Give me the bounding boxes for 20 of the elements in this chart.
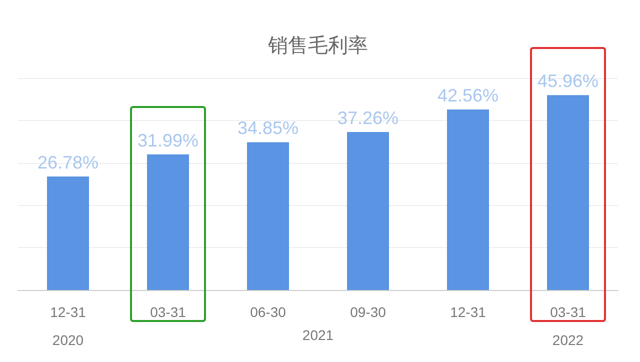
bar bbox=[547, 95, 589, 290]
x-tick-label: 03-31 2022 bbox=[550, 304, 586, 348]
x-tick-label: 12-31 2020 bbox=[50, 304, 86, 348]
data-label: 34.85% bbox=[237, 118, 299, 138]
data-label: 45.96% bbox=[537, 71, 599, 92]
x-tick-label: 06-30 bbox=[250, 304, 286, 320]
x-tick-label: 12-31 bbox=[450, 304, 486, 320]
bar bbox=[447, 110, 489, 290]
x-tick-label: 03-31 bbox=[150, 304, 186, 320]
bar bbox=[47, 176, 89, 290]
chart-title: 销售毛利率 bbox=[267, 33, 368, 57]
x-tick-label: 09-30 bbox=[350, 304, 386, 320]
bar bbox=[147, 154, 189, 290]
data-label: 31.99% bbox=[137, 130, 199, 150]
data-label: 42.56% bbox=[437, 86, 499, 106]
data-label: 37.26% bbox=[337, 108, 399, 128]
data-label: 26.78% bbox=[37, 152, 99, 172]
text: 2021 bbox=[302, 327, 334, 343]
bar bbox=[247, 142, 289, 290]
bar bbox=[347, 132, 389, 290]
